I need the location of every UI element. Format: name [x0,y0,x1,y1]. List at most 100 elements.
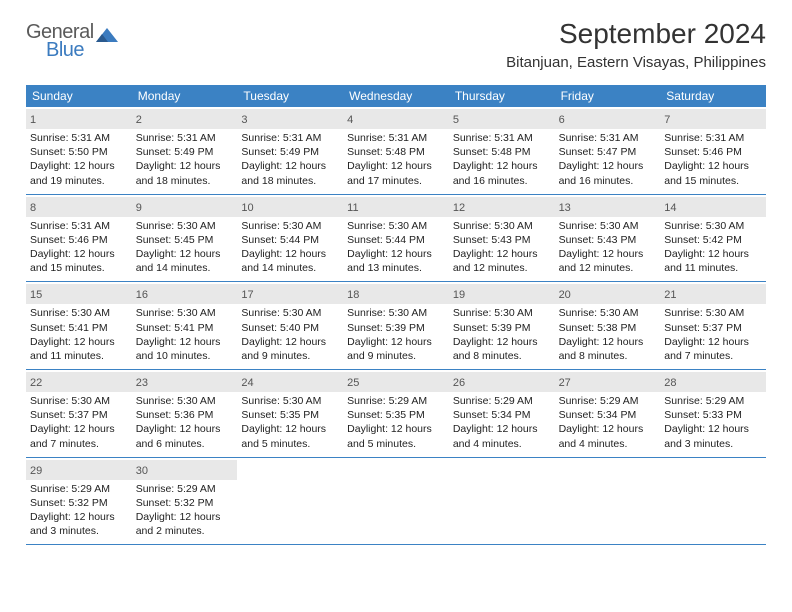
day-info-block: Sunrise: 5:31 AMSunset: 5:46 PMDaylight:… [30,219,128,276]
day-info-block: Sunrise: 5:29 AMSunset: 5:34 PMDaylight:… [453,394,551,451]
day-number-bar: 25 [343,372,449,392]
calendar-day-cell: 16Sunrise: 5:30 AMSunset: 5:41 PMDayligh… [132,282,238,369]
day-info-block: Sunrise: 5:30 AMSunset: 5:44 PMDaylight:… [347,219,445,276]
calendar-day-cell: 25 Sunrise: 5:29 AMSunset: 5:35 PMDayligh… [343,370,449,457]
day-number: 18 [347,289,359,301]
daylight-text: and 18 minutes. [136,174,234,188]
daylight-text: Daylight: 12 hours [347,335,445,349]
daylight-text: and 10 minutes. [136,349,234,363]
daylight-text: and 2 minutes. [136,524,234,538]
daylight-text: and 3 minutes. [30,524,128,538]
sunrise-text: Sunrise: 5:30 AM [347,219,445,233]
weekday-header-row: Sunday Monday Tuesday Wednesday Thursday… [26,85,766,107]
day-number: 28 [664,377,676,389]
daylight-text: and 14 minutes. [136,261,234,275]
weeks-container: 1Sunrise: 5:31 AMSunset: 5:50 PMDaylight… [26,107,766,545]
day-number-bar: 13 [555,197,661,217]
sunset-text: Sunset: 5:50 PM [30,145,128,159]
calendar-day-cell [343,458,449,545]
day-info-block: Sunrise: 5:30 AMSunset: 5:39 PMDaylight:… [347,306,445,363]
daylight-text: Daylight: 12 hours [347,159,445,173]
calendar-week-row: 29Sunrise: 5:29 AMSunset: 5:32 PMDayligh… [26,458,766,546]
daylight-text: and 6 minutes. [136,437,234,451]
day-number-bar: 1 [26,109,132,129]
day-number: 29 [30,465,42,477]
day-number: 21 [664,289,676,301]
day-number-bar: 21 [660,284,766,304]
daylight-text: Daylight: 12 hours [453,159,551,173]
weekday-header: Friday [555,85,661,107]
day-info-block: Sunrise: 5:31 AMSunset: 5:48 PMDaylight:… [453,131,551,188]
sunrise-text: Sunrise: 5:29 AM [664,394,762,408]
day-number: 23 [136,377,148,389]
sunset-text: Sunset: 5:46 PM [30,233,128,247]
daylight-text: and 15 minutes. [664,174,762,188]
daylight-text: Daylight: 12 hours [30,159,128,173]
calendar-day-cell: 8Sunrise: 5:31 AMSunset: 5:46 PMDaylight… [26,195,132,282]
day-number: 26 [453,377,465,389]
daylight-text: and 4 minutes. [453,437,551,451]
sunset-text: Sunset: 5:33 PM [664,408,762,422]
logo-text: General Blue [26,22,94,60]
weekday-header: Wednesday [343,85,449,107]
daylight-text: Daylight: 12 hours [453,247,551,261]
sunset-text: Sunset: 5:45 PM [136,233,234,247]
day-info-block: Sunrise: 5:29 AMSunset: 5:35 PMDaylight:… [347,394,445,451]
daylight-text: and 14 minutes. [241,261,339,275]
daylight-text: Daylight: 12 hours [241,247,339,261]
day-number: 11 [347,202,358,214]
day-number: 24 [241,377,253,389]
day-info-block: Sunrise: 5:30 AMSunset: 5:43 PMDaylight:… [559,219,657,276]
sunset-text: Sunset: 5:43 PM [453,233,551,247]
daylight-text: Daylight: 12 hours [347,422,445,436]
calendar-grid: Sunday Monday Tuesday Wednesday Thursday… [26,85,766,545]
calendar-day-cell: 27Sunrise: 5:29 AMSunset: 5:34 PMDayligh… [555,370,661,457]
day-number: 14 [664,202,676,214]
daylight-text: and 5 minutes. [241,437,339,451]
day-number: 7 [664,114,670,126]
sunset-text: Sunset: 5:35 PM [241,408,339,422]
daylight-text: and 8 minutes. [559,349,657,363]
sunrise-text: Sunrise: 5:30 AM [30,306,128,320]
day-number: 2 [136,114,142,126]
sunrise-text: Sunrise: 5:30 AM [241,306,339,320]
calendar-week-row: 15Sunrise: 5:30 AMSunset: 5:41 PMDayligh… [26,282,766,370]
day-number-bar: 5 [449,109,555,129]
daylight-text: and 12 minutes. [559,261,657,275]
daylight-text: Daylight: 12 hours [347,247,445,261]
sunset-text: Sunset: 5:42 PM [664,233,762,247]
day-number: 9 [136,202,142,214]
daylight-text: Daylight: 12 hours [559,247,657,261]
calendar-day-cell: 17Sunrise: 5:30 AMSunset: 5:40 PMDayligh… [237,282,343,369]
sunrise-text: Sunrise: 5:29 AM [136,482,234,496]
day-number-bar: 10 [237,197,343,217]
day-number-bar: 19 [449,284,555,304]
day-number-bar: 12 [449,197,555,217]
day-info-block: Sunrise: 5:30 AMSunset: 5:40 PMDaylight:… [241,306,339,363]
location-subtitle: Bitanjuan, Eastern Visayas, Philippines [506,54,766,71]
sunset-text: Sunset: 5:41 PM [30,321,128,335]
calendar-day-cell: 15Sunrise: 5:30 AMSunset: 5:41 PMDayligh… [26,282,132,369]
calendar-day-cell: 3Sunrise: 5:31 AMSunset: 5:49 PMDaylight… [237,107,343,194]
sunset-text: Sunset: 5:41 PM [136,321,234,335]
daylight-text: and 15 minutes. [30,261,128,275]
day-number-bar: 30 [132,460,238,480]
daylight-text: and 16 minutes. [453,174,551,188]
day-number-bar: 2 [132,109,238,129]
day-number-bar: 26 [449,372,555,392]
sunrise-text: Sunrise: 5:30 AM [136,219,234,233]
day-number: 12 [453,202,465,214]
calendar-day-cell: 14Sunrise: 5:30 AMSunset: 5:42 PMDayligh… [660,195,766,282]
day-number: 25 [347,377,359,389]
day-info-block: Sunrise: 5:31 AMSunset: 5:48 PMDaylight:… [347,131,445,188]
logo: General Blue [26,18,118,60]
day-info-block: Sunrise: 5:30 AMSunset: 5:37 PMDaylight:… [664,306,762,363]
sunset-text: Sunset: 5:49 PM [136,145,234,159]
day-number-bar: 14 [660,197,766,217]
daylight-text: and 13 minutes. [347,261,445,275]
day-number: 6 [559,114,565,126]
daylight-text: Daylight: 12 hours [136,159,234,173]
day-number: 22 [30,377,42,389]
daylight-text: and 7 minutes. [30,437,128,451]
daylight-text: Daylight: 12 hours [664,159,762,173]
